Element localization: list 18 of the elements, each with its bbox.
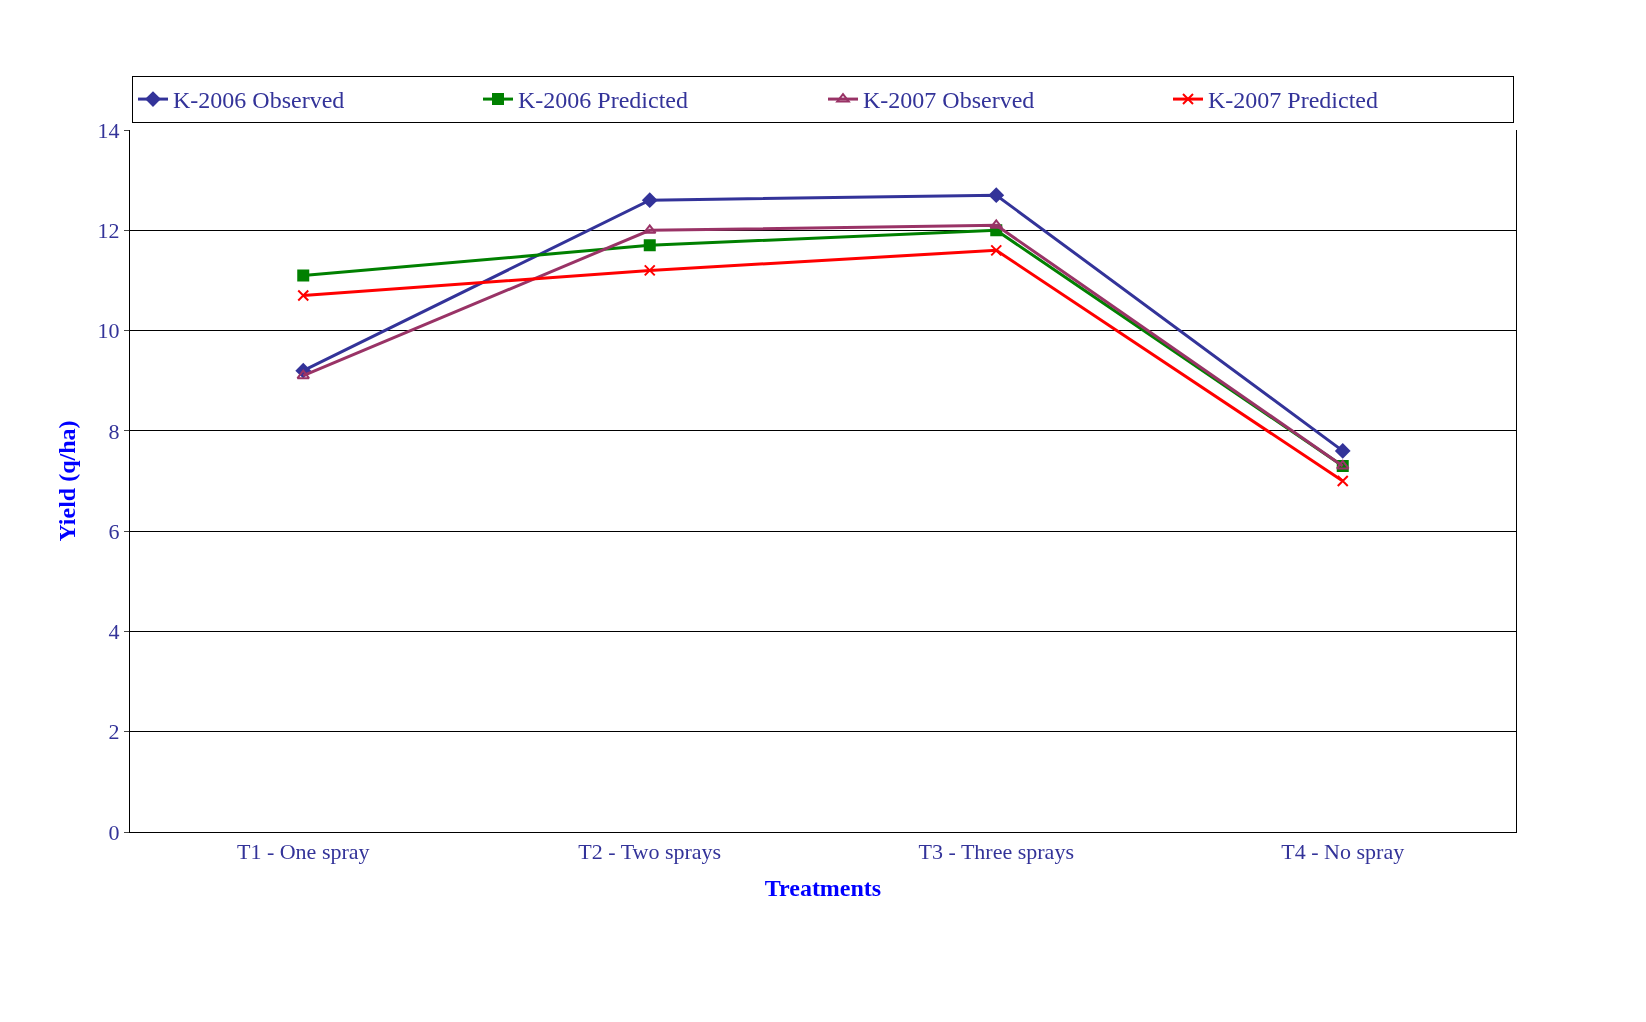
y-tick-label: 8 [108, 418, 120, 444]
x-tick-label: T1 - One spray [236, 839, 370, 865]
y-tick-label: 0 [108, 819, 120, 845]
y-tick-label: 10 [97, 318, 120, 344]
y-tick-label: 4 [108, 619, 120, 645]
legend-label: K-2007 Observed [863, 87, 1035, 114]
x-tick-label: T4 - No spray [1281, 839, 1405, 865]
x-axis-title: Treatments [764, 874, 882, 901]
x-tick-label: T3 - Three sprays [918, 839, 1074, 865]
y-tick-label: 12 [97, 217, 120, 243]
y-tick-label: 2 [108, 719, 120, 745]
y-tick-label: 14 [97, 117, 120, 143]
legend-label: K-2006 Observed [173, 87, 345, 114]
y-tick-label: 6 [108, 518, 120, 544]
legend-label: K-2006 Predicted [518, 87, 688, 114]
y-axis-title: Yield (q/ha) [53, 420, 80, 542]
x-tick-label: T2 - Two sprays [578, 839, 722, 865]
legend-label: K-2007 Predicted [1208, 87, 1378, 114]
